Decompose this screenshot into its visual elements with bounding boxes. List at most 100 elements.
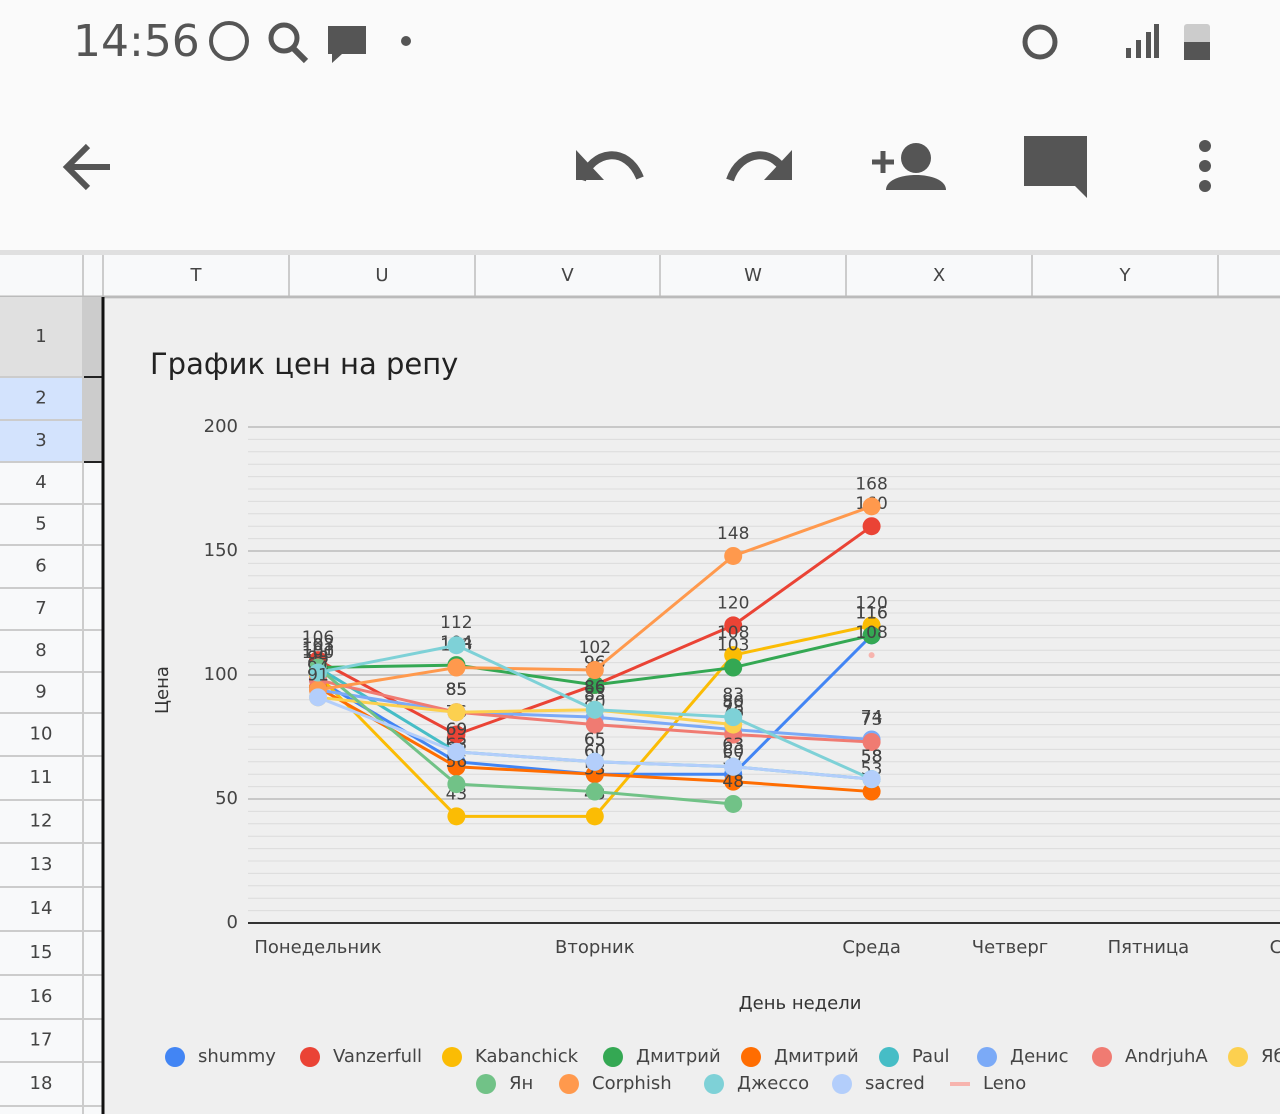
data-label: 106 [302,628,334,648]
data-point [309,663,327,682]
data-point [585,752,604,771]
data-label: 116 [855,603,887,623]
y-tick-label: 50 [215,788,238,809]
column-header: U [375,265,388,286]
back-button[interactable] [62,143,110,191]
data-label: 120 [855,593,887,613]
row-header: 4 [35,472,46,493]
data-label: 80 [722,693,744,713]
legend-swatch [603,1047,623,1067]
data-label: 83 [584,685,606,705]
data-point [447,757,466,776]
data-label: 83 [722,685,744,705]
add-person-button[interactable] [872,143,946,190]
row-header: 15 [30,942,53,963]
legend-label: shummy [198,1046,276,1067]
x-tick-label: Суб [1270,937,1280,958]
data-point [585,700,604,719]
row-header: 5 [35,514,46,535]
chart: График цен на репу 0 50 100 150 200 Понедельни… [101,297,1280,1114]
data-label: 69 [446,720,468,740]
data-point [447,636,466,655]
legend-label: Джессо [737,1073,809,1094]
column-header: T [190,265,203,286]
y-tick-label: 200 [204,416,238,437]
row-header: 1 [35,326,46,347]
data-point [447,807,466,826]
data-point [585,782,604,801]
series-line [317,695,734,727]
data-label: 108 [717,623,749,643]
legend-swatch [1228,1047,1248,1067]
data-point [585,661,604,680]
data-label: 48 [722,772,744,792]
data-point [862,497,881,516]
status-time: 14:56 [73,16,200,67]
row-header: 16 [30,986,53,1007]
menu-button[interactable] [1199,140,1211,192]
data-point [447,658,466,677]
chart-title: График цен на репу [150,347,458,381]
legend-swatch [879,1047,899,1067]
legend-label: Ян [509,1073,533,1094]
row-header: 3 [35,430,46,451]
selected-row-header [0,297,83,377]
data-label: 86 [584,678,606,698]
data-point [862,770,881,789]
data-point [309,688,327,707]
row-header: 17 [30,1030,53,1051]
legend-label: Paul [912,1046,950,1067]
legend-label: Денис [1010,1046,1069,1067]
data-label: 102 [579,638,611,658]
data-label: 58 [861,747,883,767]
data-label: 116 [855,603,887,623]
selected-cell [83,297,103,462]
legend-label: Corphish [592,1073,672,1094]
row-header: 8 [35,640,46,661]
data-label: 73 [861,710,883,730]
row-header: 10 [30,724,53,745]
chart-bg [103,299,1280,1114]
legend-swatch [741,1047,761,1067]
column-header: W [744,265,762,286]
legend-label: Vanzerfull [333,1046,422,1067]
legend-swatch [476,1074,496,1094]
data-point [447,742,466,761]
data-label: 100 [302,643,334,663]
legend-label: Дмитрий [774,1046,859,1067]
x-tick-label: Четверг [972,937,1048,958]
legend-swatch [1092,1047,1112,1067]
data-label: 168 [855,474,887,494]
data-point [585,807,604,826]
legend-label: AndrjuhA [1125,1046,1208,1067]
x-tick-label: Понедельник [254,937,381,958]
data-label: 63 [722,735,744,755]
data-label: 108 [855,623,887,643]
data-point [447,703,466,722]
comment-button[interactable] [1024,136,1087,198]
data-label: 148 [717,524,749,544]
row-header: 2 [35,388,46,409]
data-label: 58 [861,747,883,767]
legend-swatch [442,1047,462,1067]
data-label: 103 [302,636,334,656]
data-label: 60 [722,742,744,762]
data-point [724,757,743,776]
data-point [585,765,604,784]
legend-label: Leno [983,1073,1026,1094]
row-header: 11 [30,767,53,788]
legend-label: Kabanchick [475,1046,579,1067]
x-tick-label: Пятница [1108,937,1190,958]
status-icons [209,21,1210,64]
data-point [585,675,604,694]
y-tick-label: 150 [204,540,238,561]
data-label: 65 [584,730,606,750]
data-point [724,658,743,677]
data-point [447,725,466,744]
data-label: 120 [717,593,749,613]
x-tick-label: Среда [842,937,901,958]
column-header: X [933,265,945,286]
legend-swatch [704,1074,724,1094]
data-label: 85 [446,680,468,700]
